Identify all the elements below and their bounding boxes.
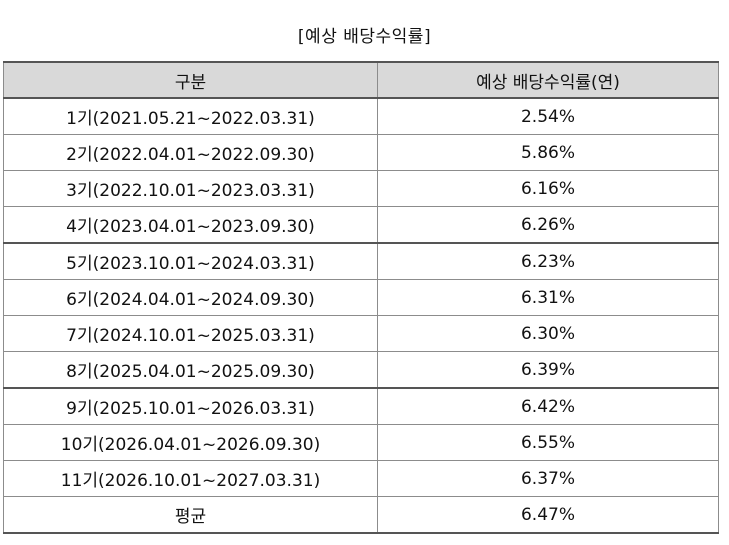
average-label-cell: 평균 bbox=[3, 496, 378, 534]
dividend-yield-table: 구분 예상 배당수익률(연) 1기(2021.05.21~2022.03.31)… bbox=[3, 61, 719, 534]
yield-cell: 6.39% bbox=[377, 351, 719, 389]
average-yield-cell: 6.47% bbox=[377, 496, 719, 534]
period-cell: 3기(2022.10.01~2023.03.31) bbox=[3, 170, 378, 207]
yield-cell: 6.42% bbox=[377, 387, 719, 425]
period-cell: 6기(2024.04.01~2024.09.30) bbox=[3, 279, 378, 316]
header-yield: 예상 배당수익률(연) bbox=[377, 61, 719, 99]
yield-cell: 6.31% bbox=[377, 279, 719, 316]
yield-cell: 6.30% bbox=[377, 315, 719, 352]
yield-cell: 6.23% bbox=[377, 242, 719, 280]
period-cell: 11기(2026.10.01~2027.03.31) bbox=[3, 460, 378, 497]
average-row: 평균 6.47% bbox=[3, 496, 719, 534]
period-cell: 5기(2023.10.01~2024.03.31) bbox=[3, 242, 378, 280]
yield-cell: 2.54% bbox=[377, 97, 719, 135]
period-cell: 9기(2025.10.01~2026.03.31) bbox=[3, 387, 378, 425]
period-cell: 1기(2021.05.21~2022.03.31) bbox=[3, 97, 378, 135]
period-cell: 2기(2022.04.01~2022.09.30) bbox=[3, 134, 378, 171]
table-row: 8기(2025.04.01~2025.09.30) 6.39% bbox=[3, 351, 719, 389]
table-row: 5기(2023.10.01~2024.03.31) 6.23% bbox=[3, 242, 719, 280]
table-row: 6기(2024.04.01~2024.09.30) 6.31% bbox=[3, 279, 719, 316]
yield-cell: 6.26% bbox=[377, 206, 719, 244]
yield-cell: 6.16% bbox=[377, 170, 719, 207]
period-cell: 8기(2025.04.01~2025.09.30) bbox=[3, 351, 378, 389]
table-header-row: 구분 예상 배당수익률(연) bbox=[3, 61, 719, 99]
yield-cell: 5.86% bbox=[377, 134, 719, 171]
table-row: 1기(2021.05.21~2022.03.31) 2.54% bbox=[3, 97, 719, 135]
period-cell: 10기(2026.04.01~2026.09.30) bbox=[3, 424, 378, 461]
period-cell: 7기(2024.10.01~2025.03.31) bbox=[3, 315, 378, 352]
table-row: 4기(2023.04.01~2023.09.30) 6.26% bbox=[3, 206, 719, 244]
period-cell: 4기(2023.04.01~2023.09.30) bbox=[3, 206, 378, 244]
yield-cell: 6.37% bbox=[377, 460, 719, 497]
table-row: 10기(2026.04.01~2026.09.30) 6.55% bbox=[3, 424, 719, 461]
yield-cell: 6.55% bbox=[377, 424, 719, 461]
table-row: 2기(2022.04.01~2022.09.30) 5.86% bbox=[3, 134, 719, 171]
header-period: 구분 bbox=[3, 61, 378, 99]
table-row: 3기(2022.10.01~2023.03.31) 6.16% bbox=[3, 170, 719, 207]
table-row: 11기(2026.10.01~2027.03.31) 6.37% bbox=[3, 460, 719, 497]
table-row: 9기(2025.10.01~2026.03.31) 6.42% bbox=[3, 387, 719, 425]
table-row: 7기(2024.10.01~2025.03.31) 6.30% bbox=[3, 315, 719, 352]
table-caption: [예상 배당수익률] bbox=[297, 27, 432, 47]
